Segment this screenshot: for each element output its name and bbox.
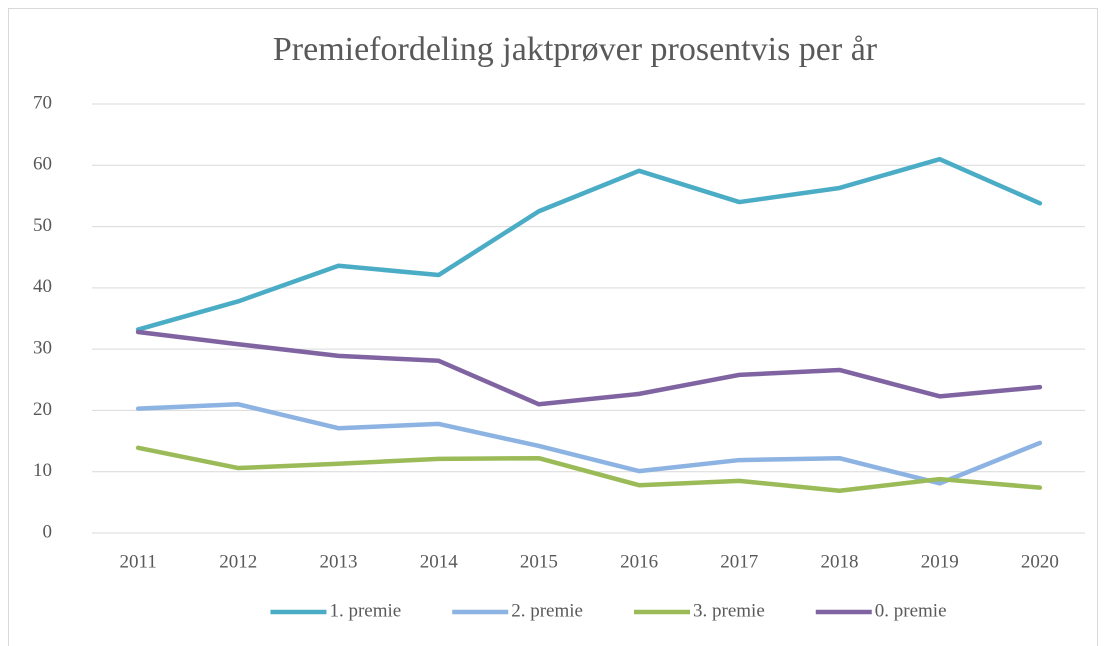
y-tick-label: 20 <box>33 399 52 420</box>
series-line <box>135 156 1043 332</box>
chart-title: Premiefordeling jaktprøver prosentvis pe… <box>273 31 878 68</box>
y-tick-label: 30 <box>33 338 52 359</box>
x-tick-label: 2013 <box>320 551 358 572</box>
series-line <box>135 402 1043 486</box>
x-tick-label: 2012 <box>219 551 257 572</box>
x-tick-label: 2017 <box>720 551 758 572</box>
y-tick-label: 40 <box>33 276 52 297</box>
series-line <box>135 445 1043 493</box>
x-tick-label: 2018 <box>821 551 859 572</box>
y-tick-label: 10 <box>33 460 52 481</box>
x-tick-label: 2011 <box>119 551 156 572</box>
x-tick-label: 2020 <box>1021 551 1059 572</box>
x-tick-label: 2015 <box>520 551 558 572</box>
legend-label: 3. premie <box>693 600 765 621</box>
chart-border <box>8 8 1098 646</box>
y-tick-label: 60 <box>33 154 52 175</box>
x-tick-label: 2019 <box>921 551 959 572</box>
series-line <box>135 329 1043 407</box>
y-tick-label: 50 <box>33 215 52 236</box>
legend-label: 0. premie <box>875 600 947 621</box>
x-tick-label: 2016 <box>620 551 658 572</box>
y-tick-label: 70 <box>33 92 52 113</box>
legend-label: 1. premie <box>329 600 401 621</box>
x-tick-label: 2014 <box>420 551 459 572</box>
y-tick-label: 0 <box>43 521 53 542</box>
legend-label: 2. premie <box>511 600 583 621</box>
